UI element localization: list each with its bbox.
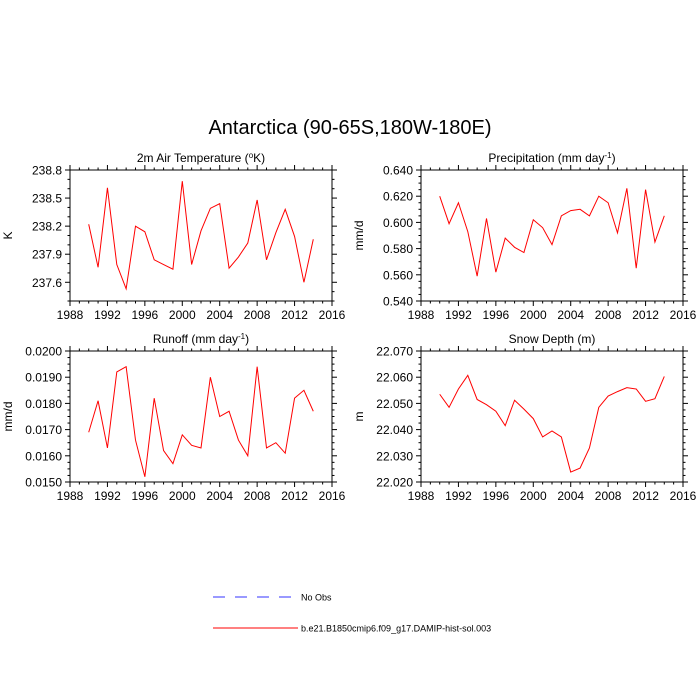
x-tick-label: 2004 bbox=[206, 308, 233, 322]
x-tick-label: 2012 bbox=[281, 308, 308, 322]
panel-title: Precipitation (mm day-1) bbox=[488, 151, 615, 165]
plot-frame bbox=[420, 169, 684, 302]
y-tick-label: 22.040 bbox=[376, 423, 413, 437]
y-axis-label: K bbox=[1, 231, 15, 239]
panel-title: Snow Depth (m) bbox=[509, 332, 596, 346]
x-tick-label: 2000 bbox=[520, 308, 547, 322]
x-tick-label: 2004 bbox=[206, 489, 233, 503]
panel-air-temperature: 2m Air Temperature (oK) 1988 1992 1996 2000 2… bbox=[1, 151, 346, 322]
y-axis-label: m bbox=[352, 412, 366, 422]
y-tick-label: 0.620 bbox=[383, 190, 413, 204]
x-tick-label: 1992 bbox=[445, 489, 472, 503]
series-line-snow-depth bbox=[439, 374, 665, 473]
x-tick-label: 1996 bbox=[132, 308, 159, 322]
y-axis-label: mm/d bbox=[1, 402, 15, 432]
y-tick-label: 237.9 bbox=[32, 248, 62, 262]
y-tick-label: 0.0180 bbox=[25, 397, 62, 411]
x-tick-label: 2008 bbox=[595, 308, 622, 322]
x-tick-label: 2012 bbox=[632, 308, 659, 322]
x-tick-label: 2000 bbox=[169, 308, 196, 322]
x-tick-label: 2008 bbox=[244, 489, 271, 503]
y-tick-label: 22.030 bbox=[376, 449, 413, 463]
x-tick-label: 1988 bbox=[408, 489, 435, 503]
y-tick-label: 238.8 bbox=[32, 164, 62, 178]
series-line-precipitation bbox=[439, 188, 665, 277]
x-tick-label: 1988 bbox=[57, 308, 84, 322]
x-tick-label: 1988 bbox=[408, 308, 435, 322]
x-tick-label: 2008 bbox=[244, 308, 271, 322]
y-tick-label: 22.060 bbox=[376, 371, 413, 385]
y-tick-label: 22.050 bbox=[376, 397, 413, 411]
legend-label-no-obs: No Obs bbox=[301, 593, 332, 603]
plot-frame bbox=[420, 350, 684, 483]
x-tick-label: 1992 bbox=[94, 308, 121, 322]
panel-precipitation: Precipitation (mm day-1) 1988 1992 1996 2000… bbox=[352, 151, 697, 322]
y-tick-label: 0.0200 bbox=[25, 345, 62, 359]
y-tick-label: 0.0150 bbox=[25, 476, 62, 490]
x-tick-label: 2000 bbox=[520, 489, 547, 503]
y-tick-label: 0.600 bbox=[383, 216, 413, 230]
y-tick-label: 22.070 bbox=[376, 345, 413, 359]
y-tick-label: 0.540 bbox=[383, 295, 413, 309]
x-tick-label: 1996 bbox=[483, 308, 510, 322]
x-tick-label: 1992 bbox=[94, 489, 121, 503]
y-tick-label: 22.020 bbox=[376, 476, 413, 490]
y-axis-label: mm/d bbox=[352, 221, 366, 251]
panel-title: 2m Air Temperature (oK) bbox=[137, 151, 265, 165]
figure-title: Antarctica (90-65S,180W-180E) bbox=[208, 117, 491, 139]
y-tick-label: 0.560 bbox=[383, 268, 413, 282]
x-tick-label: 2008 bbox=[595, 489, 622, 503]
plot-frame bbox=[69, 169, 333, 302]
x-tick-label: 2000 bbox=[169, 489, 196, 503]
x-tick-label: 1996 bbox=[132, 489, 159, 503]
x-tick-label: 1992 bbox=[445, 308, 472, 322]
y-tick-label: 0.640 bbox=[383, 164, 413, 178]
x-tick-label: 2004 bbox=[557, 489, 584, 503]
x-tick-label: 2016 bbox=[319, 308, 346, 322]
y-tick-label: 238.5 bbox=[32, 192, 62, 206]
series-line-air-temperature bbox=[88, 181, 314, 291]
y-tick-label: 238.2 bbox=[32, 220, 62, 234]
x-tick-label: 1988 bbox=[57, 489, 84, 503]
panel-snow-depth: Snow Depth (m) 1988 1992 1996 2000 2004 2008 20… bbox=[352, 332, 697, 503]
y-tick-label: 0.580 bbox=[383, 242, 413, 256]
y-tick-label: 0.0170 bbox=[25, 423, 62, 437]
y-tick-label: 237.6 bbox=[32, 276, 62, 290]
series-line-runoff bbox=[88, 365, 314, 477]
y-tick-label: 0.0160 bbox=[25, 449, 62, 463]
x-tick-label: 1996 bbox=[483, 489, 510, 503]
legend: No Obs b.e21.B1850cmip6.f09_g17.DAMIP-hi… bbox=[213, 593, 491, 634]
panel-title: Runoff (mm day-1) bbox=[153, 332, 249, 346]
plot-frame bbox=[69, 350, 333, 483]
x-tick-label: 2004 bbox=[557, 308, 584, 322]
x-tick-label: 2016 bbox=[319, 489, 346, 503]
legend-label-model: b.e21.B1850cmip6.f09_g17.DAMIP-hist-sol.… bbox=[301, 624, 491, 634]
x-tick-label: 2016 bbox=[670, 308, 697, 322]
x-tick-label: 2012 bbox=[632, 489, 659, 503]
x-tick-label: 2016 bbox=[670, 489, 697, 503]
x-tick-label: 2012 bbox=[281, 489, 308, 503]
y-tick-label: 0.0190 bbox=[25, 371, 62, 385]
panel-runoff: Runoff (mm day-1) 1988 1992 1996 2000 2004 200… bbox=[1, 332, 346, 503]
